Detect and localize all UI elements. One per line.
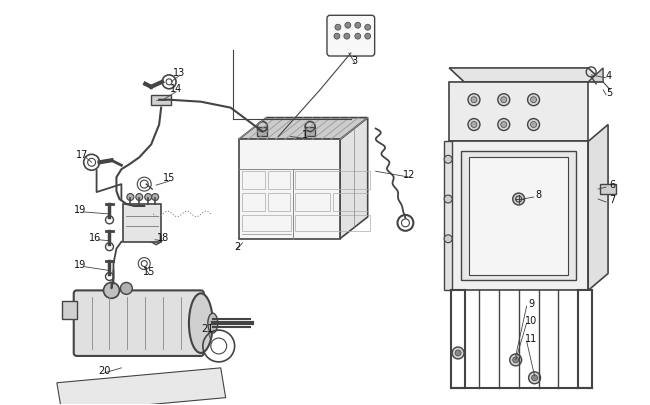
Text: 7: 7 bbox=[609, 194, 615, 205]
Circle shape bbox=[498, 94, 510, 107]
Circle shape bbox=[500, 98, 507, 103]
Text: 17: 17 bbox=[75, 150, 88, 160]
Circle shape bbox=[530, 98, 536, 103]
Text: 19: 19 bbox=[73, 205, 86, 214]
Circle shape bbox=[510, 354, 522, 366]
Text: 9: 9 bbox=[528, 298, 535, 309]
Text: 15: 15 bbox=[163, 173, 176, 183]
Text: 11: 11 bbox=[525, 333, 538, 343]
Text: 15: 15 bbox=[143, 266, 155, 276]
Text: 21: 21 bbox=[202, 323, 214, 333]
Circle shape bbox=[335, 25, 341, 31]
Text: 2: 2 bbox=[235, 241, 240, 251]
Circle shape bbox=[500, 122, 507, 128]
Text: 3: 3 bbox=[352, 56, 358, 66]
Bar bbox=[295, 194, 330, 211]
Circle shape bbox=[355, 23, 361, 29]
Bar bbox=[444, 142, 452, 291]
Polygon shape bbox=[449, 69, 603, 83]
Circle shape bbox=[355, 34, 361, 40]
Circle shape bbox=[127, 194, 134, 201]
Bar bbox=[295, 215, 370, 231]
Circle shape bbox=[532, 375, 538, 381]
Text: 20: 20 bbox=[98, 365, 110, 375]
Text: 1: 1 bbox=[302, 130, 308, 140]
Text: 6: 6 bbox=[609, 180, 615, 190]
Text: 5: 5 bbox=[606, 87, 612, 98]
Polygon shape bbox=[340, 118, 368, 239]
Polygon shape bbox=[239, 118, 368, 140]
Circle shape bbox=[365, 25, 370, 31]
Circle shape bbox=[444, 156, 452, 164]
Circle shape bbox=[334, 34, 340, 40]
Bar bbox=[469, 158, 568, 275]
Text: 4: 4 bbox=[606, 71, 612, 81]
Circle shape bbox=[513, 194, 525, 205]
Bar bbox=[461, 152, 577, 281]
Circle shape bbox=[365, 34, 370, 40]
Bar bbox=[242, 172, 265, 190]
Polygon shape bbox=[57, 368, 226, 405]
Bar bbox=[333, 194, 368, 211]
Bar bbox=[151, 96, 171, 105]
Bar bbox=[242, 194, 265, 211]
Circle shape bbox=[455, 350, 461, 356]
Bar bbox=[295, 172, 370, 190]
Circle shape bbox=[528, 119, 540, 131]
Bar bbox=[124, 205, 161, 242]
FancyBboxPatch shape bbox=[327, 16, 374, 57]
Circle shape bbox=[468, 94, 480, 107]
Text: 10: 10 bbox=[525, 315, 538, 325]
Circle shape bbox=[151, 194, 159, 201]
Text: 18: 18 bbox=[157, 232, 169, 242]
Text: 13: 13 bbox=[173, 68, 185, 78]
Bar bbox=[268, 194, 291, 211]
Polygon shape bbox=[588, 125, 608, 291]
Circle shape bbox=[345, 23, 351, 29]
Bar bbox=[242, 215, 291, 231]
Circle shape bbox=[452, 347, 464, 359]
Circle shape bbox=[136, 194, 143, 201]
Bar bbox=[239, 140, 340, 239]
Text: 14: 14 bbox=[170, 83, 182, 94]
Bar bbox=[305, 127, 315, 137]
Circle shape bbox=[498, 119, 510, 131]
Circle shape bbox=[344, 34, 350, 40]
Bar bbox=[257, 127, 267, 137]
Text: 8: 8 bbox=[536, 190, 541, 200]
Ellipse shape bbox=[189, 294, 213, 353]
Circle shape bbox=[471, 98, 477, 103]
Text: 19: 19 bbox=[73, 259, 86, 269]
Circle shape bbox=[528, 94, 540, 107]
Text: 16: 16 bbox=[88, 232, 101, 242]
Circle shape bbox=[120, 283, 133, 294]
Bar bbox=[62, 302, 77, 320]
Ellipse shape bbox=[208, 313, 218, 333]
Bar bbox=[268, 172, 291, 190]
Circle shape bbox=[530, 122, 536, 128]
Circle shape bbox=[444, 235, 452, 243]
Bar bbox=[449, 142, 588, 291]
Bar bbox=[600, 185, 616, 194]
Text: 12: 12 bbox=[403, 170, 415, 180]
Bar bbox=[449, 83, 588, 142]
Polygon shape bbox=[588, 69, 603, 83]
Circle shape bbox=[528, 372, 541, 384]
Circle shape bbox=[444, 196, 452, 203]
Circle shape bbox=[513, 357, 519, 363]
FancyBboxPatch shape bbox=[73, 291, 204, 356]
Circle shape bbox=[145, 194, 151, 201]
Circle shape bbox=[468, 119, 480, 131]
Circle shape bbox=[103, 283, 120, 298]
Circle shape bbox=[471, 122, 477, 128]
Polygon shape bbox=[449, 83, 464, 100]
